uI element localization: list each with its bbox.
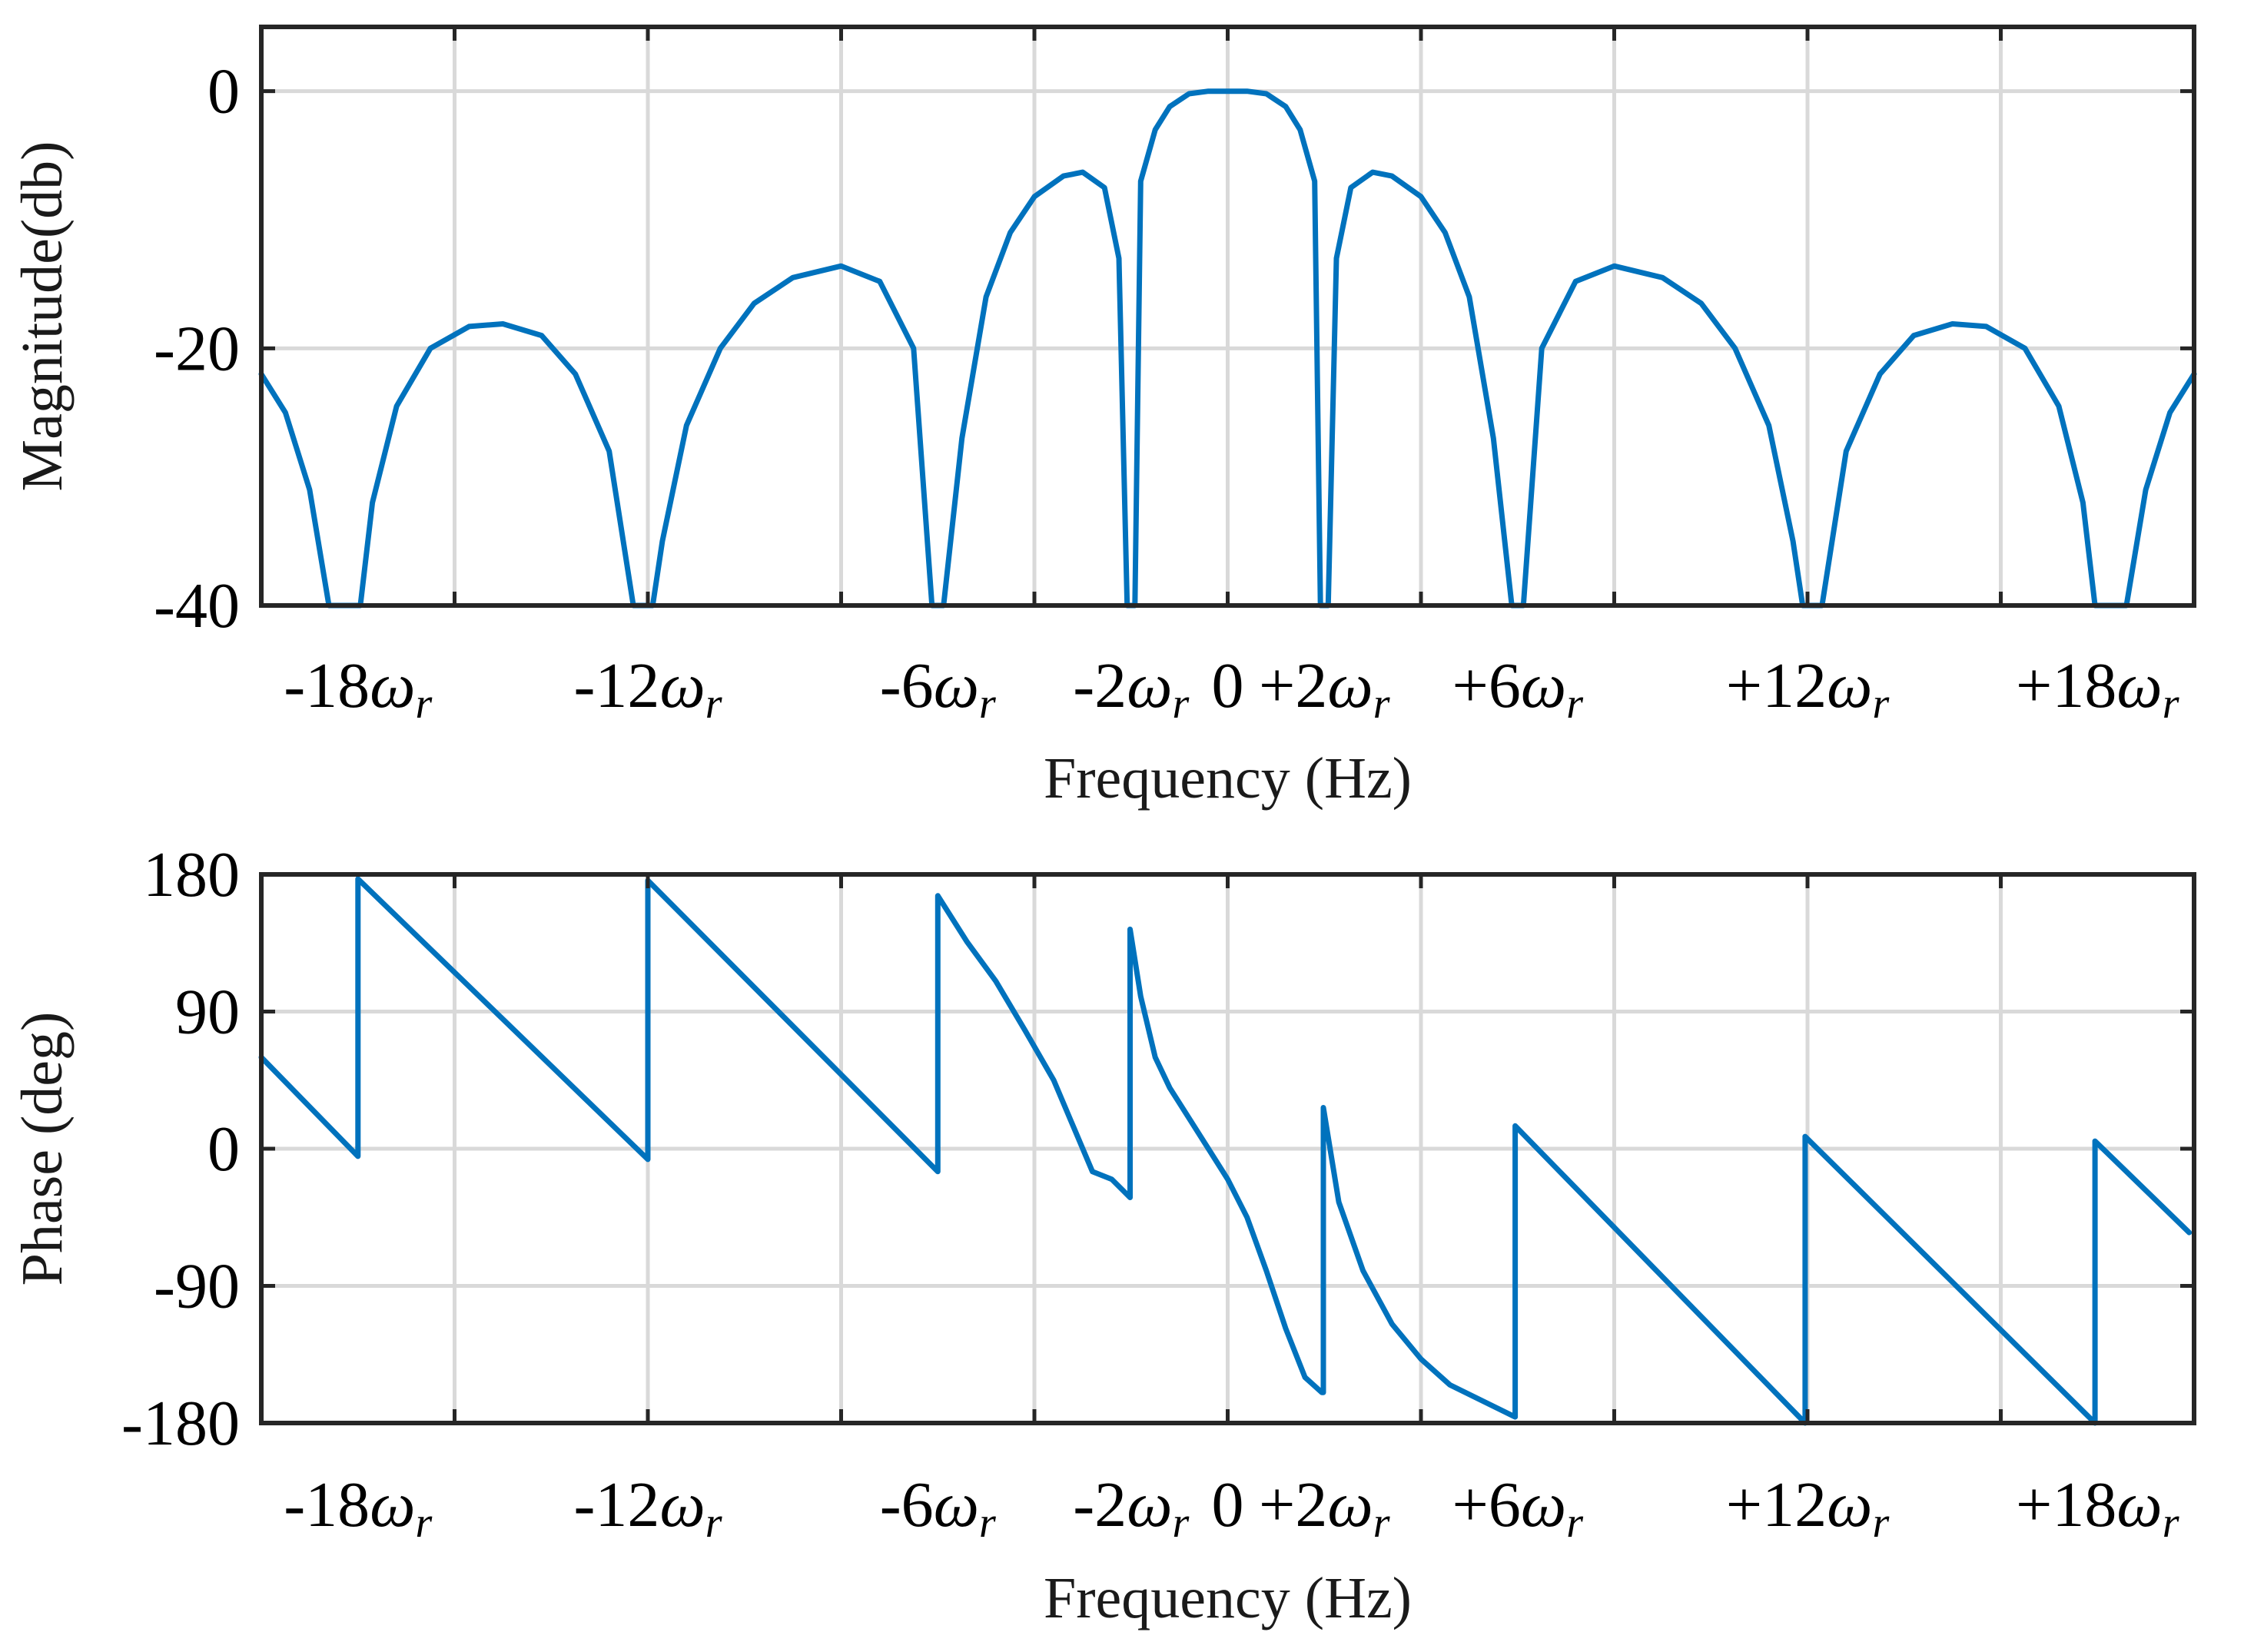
x-tick-label: -12ωr <box>573 650 722 728</box>
x-tick-subscript: r <box>1872 680 1889 728</box>
x-tick-subscript: r <box>2163 1499 2179 1547</box>
phase-x-axis-label: Frequency (Hz) <box>1044 1566 1412 1630</box>
magnitude-tick-marks <box>261 27 2194 608</box>
x-tick-label: +18ωr <box>2016 650 2179 728</box>
x-tick-omega: ω <box>1327 1469 1373 1541</box>
x-tick-label: 0 <box>1212 1469 1244 1541</box>
x-tick-label: +12ωr <box>1726 1469 1890 1547</box>
x-tick-omega: ω <box>1521 650 1566 722</box>
x-tick-omega: ω <box>1521 1469 1566 1541</box>
x-tick-label: +18ωr <box>2016 1469 2179 1547</box>
x-tick-omega: ω <box>1827 1469 1872 1541</box>
x-tick-omega: ω <box>2116 650 2162 722</box>
x-tick-subscript: r <box>2163 680 2179 728</box>
phase-series-group <box>258 876 2193 1426</box>
x-tick-omega: ω <box>659 1469 705 1541</box>
x-tick-number: -18 <box>284 1469 370 1541</box>
x-tick-subscript: r <box>979 1499 996 1547</box>
x-tick-number: -6 <box>880 650 934 722</box>
x-tick-subscript: r <box>1872 1499 1889 1547</box>
x-tick-number: +12 <box>1726 1469 1827 1541</box>
x-tick-omega: ω <box>370 650 415 722</box>
magnitude-x-axis-label: Frequency (Hz) <box>1044 746 1412 811</box>
x-tick-number: -2 <box>1073 650 1127 722</box>
x-tick-label: -18ωr <box>284 1469 432 1547</box>
x-tick-number: -2 <box>1073 1469 1127 1541</box>
magnitude-y-tick-labels: 0 -20 -40 <box>154 56 240 642</box>
y-tick-label: 90 <box>175 977 240 1048</box>
y-tick-label: -20 <box>154 313 240 384</box>
phase-y-axis-label: Phase (deg) <box>10 1012 75 1286</box>
y-tick-label: -90 <box>154 1251 240 1322</box>
x-tick-subscript: r <box>416 1499 433 1547</box>
x-tick-label: -18ωr <box>284 650 432 728</box>
x-tick-omega: ω <box>370 1469 415 1541</box>
x-tick-omega: ω <box>659 650 705 722</box>
y-tick-label: 180 <box>143 839 240 911</box>
x-tick-label: +6ωr <box>1452 650 1584 728</box>
x-tick-omega: ω <box>1127 650 1172 722</box>
x-tick-number: -12 <box>573 1469 659 1541</box>
x-tick-number: -12 <box>573 650 659 722</box>
x-tick-subscript: r <box>1173 680 1190 728</box>
x-tick-subscript: r <box>705 680 722 728</box>
x-tick-number: 0 <box>1212 650 1244 722</box>
x-tick-number: +18 <box>2016 650 2116 722</box>
x-tick-number: +2 <box>1259 1469 1327 1541</box>
x-tick-subscript: r <box>416 680 433 728</box>
x-tick-number: +2 <box>1259 650 1327 722</box>
x-tick-omega: ω <box>1327 650 1373 722</box>
magnitude-plot: 0-20-40 -18ωr -12ωr -6ωr -2ωr 0 +2ωr +6ωr +12ωr… <box>10 25 2197 811</box>
x-tick-omega: ω <box>934 1469 979 1541</box>
phase-x-tick-labels: -18ωr -12ωr -6ωr -2ωr 0 +2ωr +6ωr +12ωr +18ωr <box>284 1469 2179 1547</box>
x-tick-subscript: r <box>705 1499 722 1547</box>
x-tick-subscript: r <box>1566 680 1583 728</box>
x-tick-omega: ω <box>2116 1469 2162 1541</box>
phase-tick-marks <box>261 872 2194 1425</box>
y-tick-label: -180 <box>121 1388 240 1459</box>
magnitude-y-axis-label: Magnitude(db) <box>10 141 75 492</box>
x-tick-label: -6ωr <box>880 650 996 728</box>
y-tick-label: 0 <box>207 56 240 128</box>
x-tick-subscript: r <box>979 680 996 728</box>
x-tick-omega: ω <box>934 650 979 722</box>
x-tick-number: +18 <box>2016 1469 2116 1541</box>
x-tick-label: +2ωr <box>1259 650 1390 728</box>
x-tick-label: -2ωr <box>1073 1469 1189 1547</box>
x-tick-label: +2ωr <box>1259 1469 1390 1547</box>
phase-y-tick-labels: 180 90 0 -90 -180 <box>121 839 240 1459</box>
x-tick-label: -6ωr <box>880 1469 996 1547</box>
magnitude-grid <box>261 27 2194 605</box>
x-tick-number: +6 <box>1452 650 1521 722</box>
x-tick-number: +6 <box>1452 1469 1521 1541</box>
y-tick-label: -40 <box>154 570 240 642</box>
x-tick-subscript: r <box>1173 1499 1190 1547</box>
x-tick-subscript: r <box>1373 1499 1390 1547</box>
series-line-phase <box>258 876 2193 1426</box>
x-tick-label: -12ωr <box>573 1469 722 1547</box>
x-tick-label: -2ωr <box>1073 650 1189 728</box>
x-tick-label: 0 <box>1212 650 1244 722</box>
x-tick-number: -18 <box>284 650 370 722</box>
y-tick-label: 0 <box>207 1113 240 1185</box>
x-tick-number: 0 <box>1212 1469 1244 1541</box>
x-tick-number: -6 <box>880 1469 934 1541</box>
x-tick-number: +12 <box>1726 650 1827 722</box>
x-tick-subscript: r <box>1566 1499 1583 1547</box>
phase-grid <box>261 874 2194 1423</box>
x-tick-label: +12ωr <box>1726 650 1890 728</box>
x-tick-subscript: r <box>1373 680 1390 728</box>
magnitude-x-tick-labels: -18ωr -12ωr -6ωr -2ωr 0 +2ωr +6ωr +12ωr +18ωr <box>284 650 2179 728</box>
x-tick-label: +6ωr <box>1452 1469 1584 1547</box>
x-tick-omega: ω <box>1827 650 1872 722</box>
x-tick-omega: ω <box>1127 1469 1172 1541</box>
